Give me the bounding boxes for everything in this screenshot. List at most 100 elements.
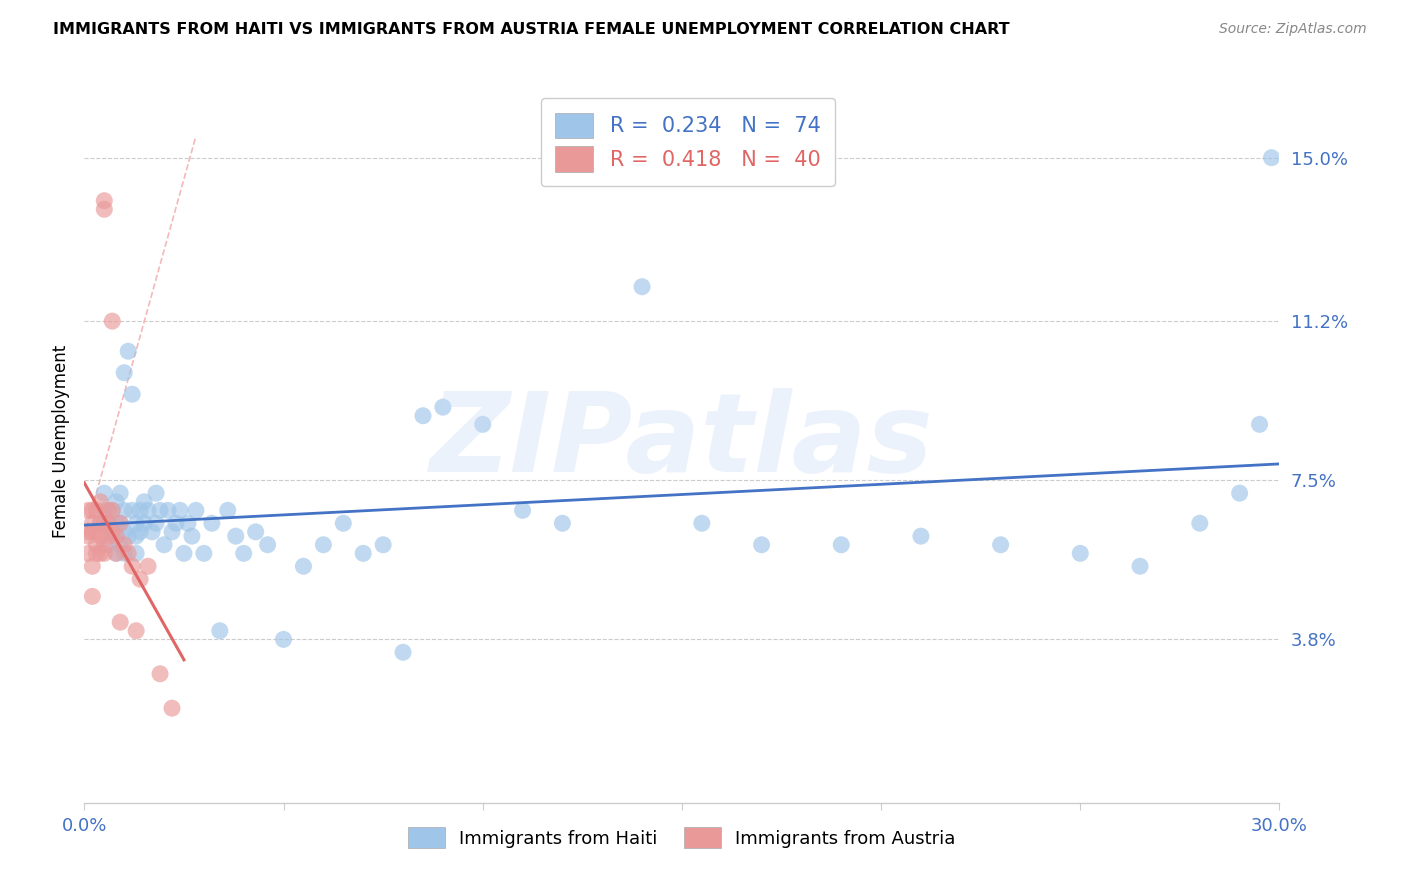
Point: [105, 546, 128, 560]
Point: [830, 538, 852, 552]
Point: [129, 524, 152, 539]
Point: [97, 516, 120, 531]
Point: [89, 546, 111, 560]
Point: [125, 516, 148, 531]
Point: [201, 516, 224, 531]
Text: ZIPatlas: ZIPatlas: [430, 388, 934, 495]
Point: [121, 559, 143, 574]
Point: [373, 538, 395, 552]
Point: [129, 572, 152, 586]
Point: [93, 546, 115, 560]
Point: [82, 559, 104, 574]
Point: [181, 529, 204, 543]
Point: [125, 546, 148, 560]
Point: [1188, 516, 1211, 531]
Point: [77, 503, 100, 517]
Point: [110, 516, 132, 531]
Point: [245, 524, 267, 539]
Point: [332, 516, 354, 531]
Point: [751, 538, 773, 552]
Point: [105, 494, 128, 508]
Point: [101, 503, 124, 517]
Point: [105, 546, 128, 560]
Point: [173, 546, 195, 560]
Point: [184, 503, 207, 517]
Point: [112, 546, 135, 560]
Point: [125, 624, 148, 638]
Point: [97, 503, 120, 517]
Point: [208, 624, 231, 638]
Point: [631, 279, 654, 293]
Point: [551, 516, 574, 531]
Point: [432, 400, 454, 414]
Point: [89, 494, 111, 508]
Point: [149, 503, 172, 517]
Point: [129, 503, 152, 517]
Point: [1249, 417, 1271, 432]
Point: [82, 524, 104, 539]
Point: [112, 366, 135, 380]
Point: [77, 529, 100, 543]
Point: [1129, 559, 1152, 574]
Point: [82, 503, 104, 517]
Text: Source: ZipAtlas.com: Source: ZipAtlas.com: [1219, 22, 1367, 37]
Point: [177, 516, 200, 531]
Point: [93, 486, 115, 500]
Point: [86, 524, 108, 539]
Point: [86, 546, 108, 560]
Point: [136, 559, 159, 574]
Point: [101, 524, 124, 539]
Point: [93, 202, 115, 217]
Legend: Immigrants from Haiti, Immigrants from Austria: Immigrants from Haiti, Immigrants from A…: [401, 820, 963, 855]
Point: [910, 529, 932, 543]
Point: [136, 503, 159, 517]
Point: [1069, 546, 1091, 560]
Point: [93, 538, 115, 552]
Point: [117, 344, 139, 359]
Point: [512, 503, 534, 517]
Point: [149, 666, 172, 681]
Point: [101, 314, 124, 328]
Point: [312, 538, 335, 552]
Point: [132, 494, 156, 508]
Point: [101, 524, 124, 539]
Point: [77, 546, 100, 560]
Point: [153, 538, 176, 552]
Point: [273, 632, 295, 647]
Point: [112, 503, 135, 517]
Point: [86, 503, 108, 517]
Point: [117, 529, 139, 543]
Point: [412, 409, 434, 423]
Point: [105, 529, 128, 543]
Point: [112, 538, 135, 552]
Point: [165, 516, 187, 531]
Point: [141, 524, 163, 539]
Point: [990, 538, 1012, 552]
Point: [82, 590, 104, 604]
Point: [256, 538, 278, 552]
Point: [217, 503, 239, 517]
Point: [160, 701, 183, 715]
Point: [169, 503, 191, 517]
Point: [1260, 151, 1282, 165]
Point: [105, 516, 128, 531]
Point: [93, 516, 115, 531]
Point: [89, 529, 111, 543]
Point: [292, 559, 315, 574]
Point: [110, 538, 132, 552]
Point: [97, 529, 120, 543]
Point: [101, 503, 124, 517]
Point: [392, 645, 415, 659]
Point: [145, 486, 167, 500]
Point: [117, 546, 139, 560]
Point: [1229, 486, 1251, 500]
Point: [690, 516, 713, 531]
Point: [157, 503, 180, 517]
Point: [86, 538, 108, 552]
Point: [225, 529, 247, 543]
Point: [193, 546, 215, 560]
Point: [132, 516, 156, 531]
Point: [121, 387, 143, 401]
Point: [89, 516, 111, 531]
Point: [110, 516, 132, 531]
